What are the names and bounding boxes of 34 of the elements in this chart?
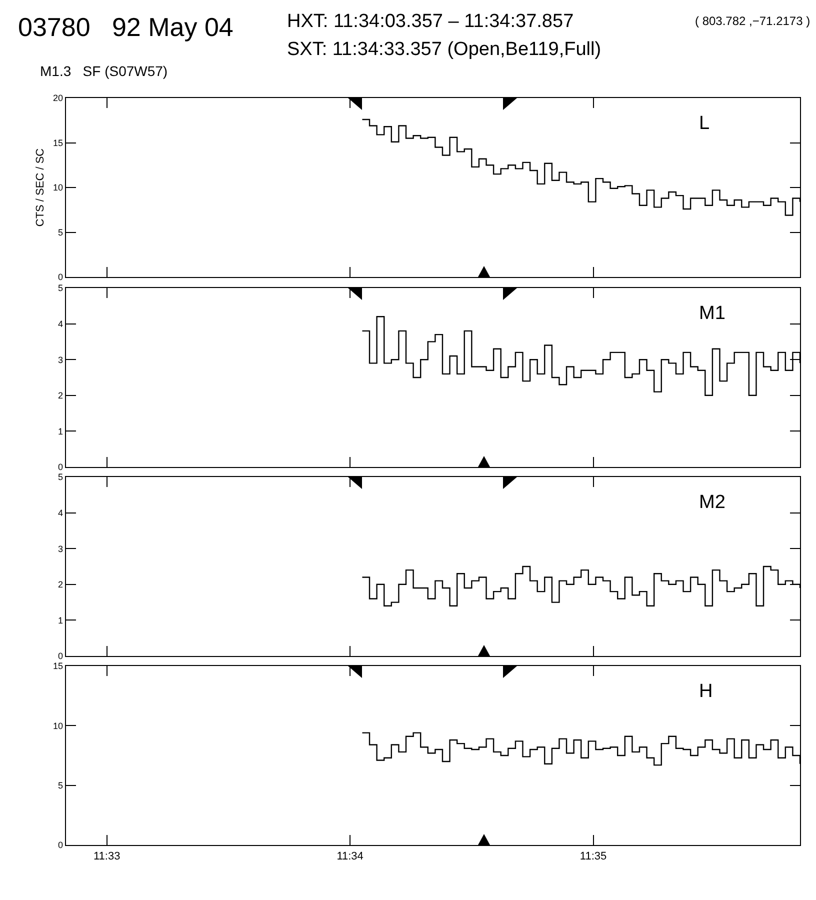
y-tick-label: 1 — [58, 426, 63, 436]
y-tick-label: 0 — [58, 651, 63, 662]
y-tick-label: 15 — [52, 661, 63, 672]
text: M2 — [699, 492, 726, 513]
y-tick-label: 15 — [52, 138, 63, 148]
text: HXT: 11:34:03.357 – 11:34:37.857 — [287, 11, 574, 32]
series-label: M1 — [699, 303, 726, 324]
y-tick-label: 0 — [58, 840, 63, 850]
y-tick-label: 2 — [58, 580, 63, 590]
x-tick-label: 11:35 — [580, 850, 607, 862]
y-tick-label: 20 — [52, 93, 63, 104]
text: ( 803.782 ,−71.2173 ) — [695, 14, 810, 28]
x-tick-label: 11:34 — [336, 850, 364, 862]
y-tick-label: 10 — [52, 182, 63, 193]
series-label: H — [699, 681, 713, 702]
x-tick-label: 11:33 — [94, 850, 120, 862]
text: L — [699, 113, 710, 134]
y-tick-label: 5 — [58, 472, 63, 482]
y-tick-label: 5 — [58, 780, 63, 790]
y-tick-label: 4 — [58, 508, 63, 518]
chart-title: 03780 92 May 04 — [18, 12, 234, 42]
y-tick-label: 2 — [58, 390, 63, 401]
y-axis-title: CTS / SEC / SC — [34, 148, 47, 227]
y-tick-label: 5 — [58, 283, 63, 294]
chart-subtitle: M1.3 SF (S07W57) — [40, 63, 168, 79]
y-tick-label: 0 — [58, 272, 63, 282]
y-tick-label: 3 — [58, 544, 63, 554]
y-tick-label: 5 — [58, 227, 63, 238]
y-tick-label: 10 — [52, 720, 63, 731]
y-tick-label: 3 — [58, 354, 63, 365]
y-tick-label: 0 — [58, 462, 63, 472]
text: SXT: 11:34:33.357 (Open,Be119,Full) — [287, 39, 602, 60]
y-tick-label: 1 — [58, 615, 63, 626]
y-tick-label: 4 — [58, 318, 63, 329]
